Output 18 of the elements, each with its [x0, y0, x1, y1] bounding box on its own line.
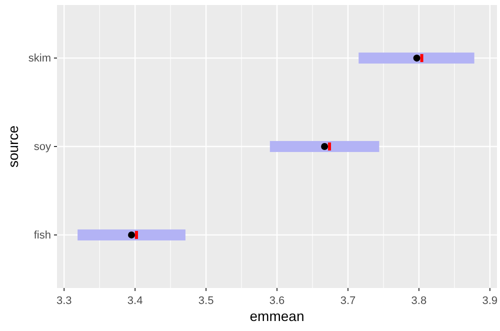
x-tick-label: 3.4 — [127, 294, 143, 307]
bar — [358, 52, 474, 64]
bar — [78, 229, 186, 240]
y-tick-label: skim — [28, 52, 51, 65]
bar — [270, 141, 380, 152]
point — [413, 54, 420, 62]
y-tick-label: fish — [34, 229, 51, 242]
point — [321, 143, 328, 150]
x-axis-title: emmean — [250, 308, 304, 324]
x-tick-label: 3.3 — [56, 294, 72, 307]
y-tick-label: soy — [34, 141, 52, 154]
x-tick-label: 3.7 — [340, 294, 356, 307]
x-tick-label: 3.5 — [198, 294, 214, 307]
point — [128, 231, 136, 238]
y-axis-title: source — [5, 125, 21, 168]
x-tick-label: 3.8 — [411, 294, 427, 307]
x-tick-label: 3.9 — [482, 294, 498, 307]
x-tick-label: 3.6 — [269, 294, 285, 307]
